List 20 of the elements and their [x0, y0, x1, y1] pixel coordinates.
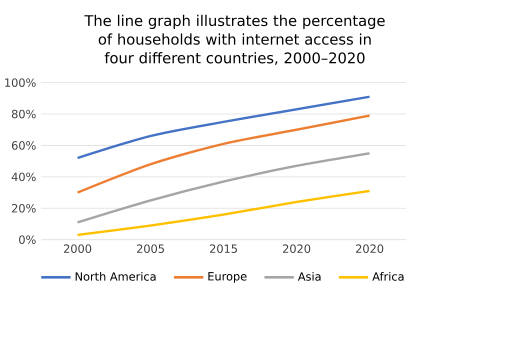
y-tick-label: 100%	[5, 78, 36, 87]
y-tick-label: 0%	[19, 235, 36, 244]
legend-label: Africa	[372, 272, 404, 281]
y-tick-label: 80%	[12, 110, 36, 118]
line-series	[76, 152, 371, 224]
x-tick-label: 2015	[210, 244, 237, 253]
legend-label: North America	[76, 272, 156, 281]
y-tick-label: 20%	[12, 204, 36, 213]
legend-label: Asia	[298, 272, 321, 281]
x-tick-label: 2020	[282, 244, 310, 253]
x-tick-label: 2000	[64, 244, 92, 253]
chart-title: The line graph illustrates the percentage of households with internet access in four different countries, 2000–2020	[84, 14, 385, 65]
y-tick-label: 60%	[12, 141, 36, 150]
x-tick-label: 2005	[136, 244, 164, 253]
legend-label: Europe	[208, 272, 247, 283]
line-series	[76, 190, 371, 236]
y-tick-label: 40%	[12, 172, 36, 182]
line-series	[76, 114, 371, 194]
x-tick-label: 2020	[356, 244, 384, 253]
line-series	[76, 96, 371, 160]
